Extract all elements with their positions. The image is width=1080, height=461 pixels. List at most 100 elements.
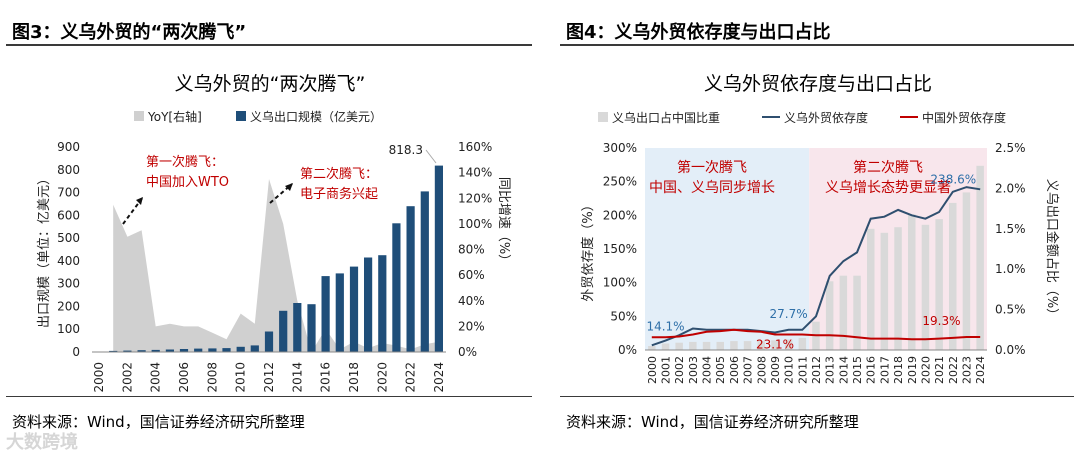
- y-tick-label: 500: [57, 231, 80, 245]
- value-label-2024: 818.3: [389, 143, 423, 157]
- share-bar: [880, 232, 889, 350]
- x-tick-label: 2016: [865, 356, 878, 384]
- share-bar: [702, 341, 711, 350]
- figure-4-source: 资料来源：Wind，国信证券经济研究所整理: [566, 413, 859, 431]
- export-bar: [137, 350, 146, 352]
- y2-tick-label: 1.5%: [995, 222, 1026, 236]
- y-tick-label: 50%: [610, 309, 637, 323]
- share-bar: [798, 337, 807, 350]
- value-label-leader: [425, 149, 437, 164]
- x-tick-label: 2007: [742, 356, 755, 384]
- point-label: 27.7%: [770, 307, 808, 321]
- figure-3-source: 资料来源：Wind，国信证券经济研究所整理: [12, 413, 305, 431]
- phase-1-background: [645, 148, 810, 350]
- point-label: 19.3%: [922, 314, 960, 328]
- chart-title: 义乌外贸的“两次腾飞”: [175, 73, 366, 95]
- share-bar: [935, 219, 943, 350]
- x-tick-label: 2005: [714, 356, 727, 384]
- x-tick-label: 2022: [947, 356, 960, 384]
- phase-2-label-line1: 第二次腾飞: [853, 159, 923, 176]
- share-bar: [648, 346, 656, 350]
- chart-title: 义乌外贸依存度与出口占比: [704, 73, 932, 95]
- y-tick-label: 400: [57, 254, 80, 268]
- export-bar: [179, 349, 189, 352]
- x-tick-label: 2022: [404, 362, 418, 393]
- annotation-first-arrow-head: [136, 197, 143, 205]
- y-tick-label: 600: [57, 208, 80, 222]
- y2-tick-label: 0.0%: [995, 343, 1026, 357]
- point-label: 238.6%: [930, 172, 976, 186]
- y-tick-label: 800: [57, 163, 80, 177]
- share-bar: [675, 342, 683, 350]
- y-tick-label: 150%: [603, 242, 637, 256]
- watermark-text: 大数跨境: [6, 432, 78, 453]
- share-bar: [757, 341, 765, 350]
- share-bar: [689, 341, 697, 350]
- share-bar: [853, 275, 861, 350]
- x-tick-label: 2008: [755, 356, 768, 384]
- x-tick-label: 2011: [796, 356, 809, 384]
- x-tick-label: 2001: [660, 356, 673, 384]
- share-bar: [661, 343, 670, 350]
- y2-tick-label: 140%: [458, 166, 492, 180]
- share-bar: [743, 341, 752, 350]
- figure-4-footer: 资料来源：Wind，国信证券经济研究所整理: [560, 396, 1074, 436]
- export-bar: [293, 303, 302, 352]
- y2-tick-label: 20%: [458, 319, 485, 333]
- y2-axis-title: 义乌出口金额占比（%）: [1044, 179, 1060, 321]
- x-tick-label: 2010: [783, 356, 796, 384]
- share-bar: [839, 275, 848, 350]
- annotation-second-arrow-head: [285, 183, 293, 191]
- figure-4-header: 图4：义乌外贸依存度与出口占比: [560, 0, 1074, 46]
- figure-3-header: 图3：义乌外贸的“两次腾飞”: [6, 0, 532, 46]
- x-tick-label: 2014: [290, 362, 304, 393]
- y2-tick-label: 60%: [458, 268, 485, 282]
- export-bar: [250, 345, 259, 352]
- y-tick-label: 700: [57, 186, 80, 200]
- legend-china-label: 中国外贸依存度: [922, 110, 1006, 125]
- y2-tick-label: 80%: [458, 243, 485, 257]
- export-bar: [236, 346, 245, 352]
- y2-tick-label: 1.0%: [995, 262, 1026, 276]
- x-tick-label: 2002: [120, 362, 134, 393]
- share-bar: [908, 214, 916, 350]
- export-bar: [123, 350, 132, 352]
- y-tick-label: 100%: [603, 276, 637, 290]
- x-tick-label: 2006: [728, 356, 741, 384]
- x-tick-label: 2018: [347, 362, 361, 393]
- phase-1-label-line2: 中国、义乌同步增长: [649, 180, 775, 196]
- x-tick-label: 2024: [974, 356, 987, 384]
- export-bar: [420, 191, 429, 352]
- x-tick-label: 2008: [205, 362, 219, 393]
- x-tick-label: 2014: [837, 356, 850, 384]
- export-bar: [364, 257, 373, 352]
- export-bar: [151, 349, 160, 352]
- share-bar: [716, 341, 724, 350]
- x-tick-label: 2003: [687, 356, 700, 384]
- share-bar: [949, 202, 957, 350]
- x-tick-label: 2012: [262, 362, 276, 393]
- export-bar: [406, 206, 415, 352]
- share-bar: [976, 165, 984, 350]
- export-bar: [165, 349, 174, 352]
- export-bar: [335, 273, 344, 352]
- y2-tick-label: 0.5%: [995, 303, 1026, 317]
- y-tick-label: 100: [57, 322, 80, 336]
- y2-axis-title: 同比增速（%）: [496, 177, 511, 267]
- x-tick-label: 2004: [149, 362, 163, 393]
- x-tick-label: 2000: [646, 356, 659, 384]
- y2-tick-label: 2.0%: [995, 181, 1026, 195]
- y-tick-label: 300%: [603, 141, 637, 155]
- legend-yoy-swatch: [134, 111, 144, 121]
- y-tick-label: 200%: [603, 208, 637, 222]
- figure-4-label: 图4：义乌外贸依存度与出口占比: [566, 22, 831, 43]
- export-bar: [279, 310, 288, 352]
- legend-yoy-label: YoY[右轴]: [147, 109, 202, 124]
- annotation-first-takeoff-line2: 中国加入WTO: [146, 175, 229, 190]
- legend-share-label: 义乌出口占中国比重: [612, 110, 720, 125]
- y2-tick-label: 160%: [458, 140, 492, 154]
- x-tick-label: 2010: [234, 362, 248, 393]
- export-bar: [194, 348, 203, 352]
- share-bar: [962, 192, 971, 350]
